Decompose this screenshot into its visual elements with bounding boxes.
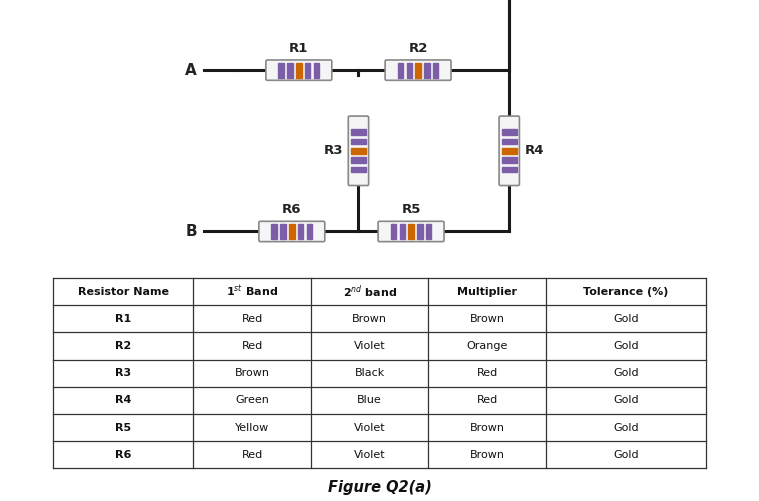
- Bar: [408, 224, 414, 239]
- Bar: [433, 63, 439, 78]
- Bar: [415, 63, 420, 78]
- FancyBboxPatch shape: [378, 221, 444, 241]
- Bar: [279, 63, 284, 78]
- Bar: [280, 224, 285, 239]
- Text: Blue: Blue: [357, 395, 382, 405]
- Text: Violet: Violet: [354, 341, 386, 351]
- Text: Brown: Brown: [470, 314, 505, 324]
- Bar: [289, 224, 294, 239]
- Text: Green: Green: [235, 395, 269, 405]
- Text: R3: R3: [115, 368, 131, 378]
- Text: Red: Red: [477, 368, 498, 378]
- Bar: [426, 224, 431, 239]
- Bar: [502, 157, 517, 163]
- Text: Brown: Brown: [235, 368, 269, 378]
- Text: Violet: Violet: [354, 450, 386, 460]
- Text: Red: Red: [241, 314, 263, 324]
- Text: R1: R1: [289, 42, 308, 55]
- Bar: [398, 63, 403, 78]
- Bar: [296, 63, 301, 78]
- FancyBboxPatch shape: [348, 116, 369, 185]
- Text: Yellow: Yellow: [235, 423, 269, 433]
- Bar: [288, 63, 293, 78]
- Text: Red: Red: [477, 395, 498, 405]
- Text: Gold: Gold: [613, 423, 639, 433]
- Bar: [351, 129, 366, 135]
- Bar: [305, 63, 310, 78]
- Text: R2: R2: [408, 42, 428, 55]
- Bar: [399, 224, 405, 239]
- Text: R6: R6: [282, 203, 301, 216]
- Bar: [502, 139, 517, 144]
- Text: Gold: Gold: [613, 395, 639, 405]
- Bar: [307, 224, 312, 239]
- Text: Brown: Brown: [470, 423, 505, 433]
- Bar: [417, 224, 423, 239]
- Text: R1: R1: [115, 314, 131, 324]
- Bar: [351, 148, 366, 154]
- Text: R2: R2: [115, 341, 131, 351]
- Bar: [407, 63, 412, 78]
- FancyBboxPatch shape: [385, 60, 451, 80]
- Text: Gold: Gold: [613, 341, 639, 351]
- Text: R5: R5: [402, 203, 420, 216]
- Text: R5: R5: [115, 423, 131, 433]
- Text: 2$^{nd}$ band: 2$^{nd}$ band: [342, 284, 397, 300]
- Text: A: A: [185, 63, 197, 78]
- Bar: [313, 63, 320, 78]
- FancyBboxPatch shape: [259, 221, 325, 241]
- FancyBboxPatch shape: [499, 116, 519, 185]
- Text: R4: R4: [115, 395, 131, 405]
- Text: Brown: Brown: [470, 450, 505, 460]
- Bar: [351, 157, 366, 163]
- Bar: [298, 224, 304, 239]
- Text: Violet: Violet: [354, 423, 386, 433]
- Text: Resistor Name: Resistor Name: [78, 287, 168, 297]
- Text: Multiplier: Multiplier: [457, 287, 517, 297]
- Text: R4: R4: [524, 144, 544, 157]
- Bar: [502, 129, 517, 135]
- Text: Red: Red: [241, 450, 263, 460]
- Text: B: B: [185, 224, 197, 239]
- Text: Gold: Gold: [613, 450, 639, 460]
- Text: R3: R3: [324, 144, 343, 157]
- Bar: [351, 167, 366, 172]
- Text: Orange: Orange: [467, 341, 508, 351]
- Bar: [424, 63, 430, 78]
- Text: 1$^{st}$ Band: 1$^{st}$ Band: [226, 284, 279, 300]
- Text: Brown: Brown: [352, 314, 387, 324]
- Text: Tolerance (%): Tolerance (%): [583, 287, 669, 297]
- Bar: [351, 139, 366, 144]
- Bar: [272, 224, 277, 239]
- Text: R6: R6: [115, 450, 131, 460]
- Bar: [502, 148, 517, 154]
- Text: Gold: Gold: [613, 368, 639, 378]
- Bar: [502, 167, 517, 172]
- Text: Black: Black: [354, 368, 385, 378]
- Text: Red: Red: [241, 341, 263, 351]
- Text: Figure Q2(a): Figure Q2(a): [328, 480, 431, 495]
- Bar: [391, 224, 396, 239]
- Text: Gold: Gold: [613, 314, 639, 324]
- FancyBboxPatch shape: [266, 60, 332, 80]
